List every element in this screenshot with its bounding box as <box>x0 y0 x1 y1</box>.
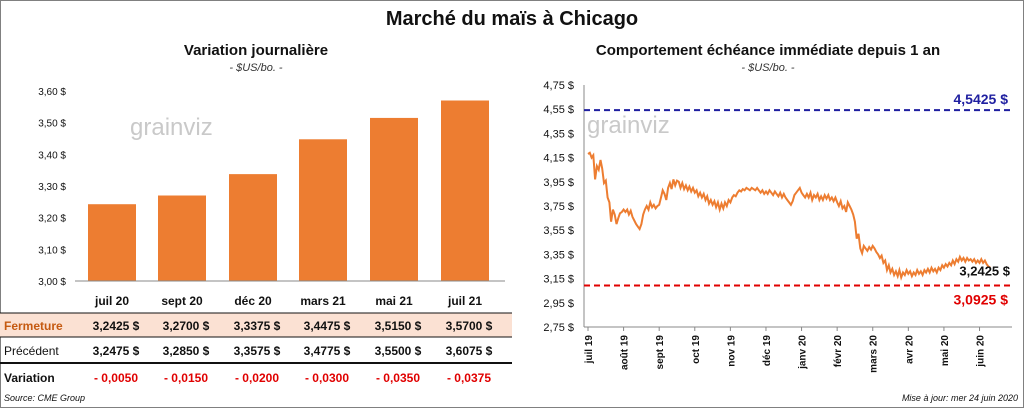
table-cell: 3,2475 $ <box>93 344 140 358</box>
bar-xtick-label: mars 21 <box>300 294 346 308</box>
bar-chart: grainviz 3,00 $ 3,10 $ 3,20 $ 3,30 $ 3,40 $ 3… <box>0 87 512 385</box>
line-ytick-label: 4,35 $ <box>543 128 574 140</box>
table-cell: - 0,0050 <box>94 371 138 385</box>
bar-xtick-label: juil 20 <box>94 294 129 308</box>
table-cell: 3,2425 $ <box>93 319 140 333</box>
line-ytick-label: 2,95 $ <box>543 298 574 310</box>
table-cell: 3,3375 $ <box>234 319 281 333</box>
bar-xtick-label: déc 20 <box>234 294 272 308</box>
line-ytick-label: 2,75 $ <box>543 322 574 334</box>
bar-xtick-label: sept 20 <box>161 294 203 308</box>
table-cell: 3,2850 $ <box>163 344 210 358</box>
table-cell: 3,2700 $ <box>163 319 210 333</box>
table-row-label: Précédent <box>4 344 59 358</box>
table-row-label: Variation <box>4 371 55 385</box>
update-note: Mise à jour: mer 24 juin 2020 <box>901 393 1018 403</box>
table-cell: 3,3575 $ <box>234 344 281 358</box>
line-xtick-label: nov 19 <box>726 335 737 367</box>
bar-ytick-label: 3,30 $ <box>38 182 66 193</box>
line-xtick-label: déc 19 <box>762 335 773 367</box>
bar-sept 20 <box>158 195 206 281</box>
main-title: Marché du maïs à Chicago <box>385 8 639 30</box>
line-ytick-label: 3,75 $ <box>543 201 574 213</box>
bar-juil 20 <box>88 204 136 281</box>
bar-xtick-label: juil 21 <box>447 294 482 308</box>
table-cell: - 0,0200 <box>235 371 279 385</box>
line-xtick-label: août 19 <box>620 335 631 370</box>
bar-ytick-label: 3,20 $ <box>38 214 66 225</box>
table-cell: 3,4475 $ <box>304 319 351 333</box>
bar-ytick-label: 3,10 $ <box>38 245 66 256</box>
bar-mai 21 <box>370 117 418 282</box>
line-xtick-label: avr 20 <box>904 335 915 364</box>
bar-mars 21 <box>299 139 347 281</box>
line-ytick-label: 3,95 $ <box>543 177 574 189</box>
table-cell: - 0,0375 <box>447 371 491 385</box>
source-note: Source: CME Group <box>4 393 86 403</box>
table-row-label: Fermeture <box>4 319 63 333</box>
table-cell: 3,5500 $ <box>375 344 422 358</box>
line-ytick-label: 3,35 $ <box>543 249 574 261</box>
line-xtick-label: févr 20 <box>833 335 844 368</box>
bar-ytick-label: 3,50 $ <box>38 119 66 130</box>
line-ytick-label: 4,75 $ <box>543 80 574 92</box>
low-label: 3,0925 $ <box>954 292 1009 308</box>
bar-ytick-label: 3,00 $ <box>38 277 66 288</box>
line-ytick-label: 4,15 $ <box>543 153 574 165</box>
bar-ytick-label: 3,40 $ <box>38 150 66 161</box>
line-xtick-label: oct 19 <box>691 335 702 364</box>
line-ytick-label: 4,55 $ <box>543 104 574 116</box>
bar-déc 20 <box>229 174 277 281</box>
bar-xtick-label: mai 21 <box>375 294 413 308</box>
line-xtick-label: sept 19 <box>655 335 666 370</box>
left-panel-subtitle: - $US/bo. - <box>229 62 283 74</box>
line-xtick-label: janv 20 <box>798 335 809 370</box>
bar-ytick-label: 3,60 $ <box>38 87 66 98</box>
right-panel-subtitle: - $US/bo. - <box>741 62 795 74</box>
table-cell: - 0,0350 <box>376 371 420 385</box>
table-cell: - 0,0300 <box>305 371 349 385</box>
right-panel-title: Comportement échéance immédiate depuis 1… <box>595 42 941 59</box>
table-cell: 3,6075 $ <box>446 344 493 358</box>
high-label: 4,5425 $ <box>954 91 1009 107</box>
line-xtick-label: juin 20 <box>976 335 987 368</box>
right-watermark: grainviz <box>587 112 670 139</box>
line-ytick-label: 3,15 $ <box>543 274 574 286</box>
table-cell: 3,5700 $ <box>446 319 493 333</box>
line-chart: grainviz 2,75 $ 2,95 $ 3,15 $ 3,35 $ 3,55 $ 3… <box>543 80 1012 373</box>
fermeture-row-bg <box>0 313 512 337</box>
left-watermark: grainviz <box>130 114 213 141</box>
line-xtick-label: mai 20 <box>940 335 951 367</box>
last-label: 3,2425 $ <box>959 263 1010 278</box>
line-ytick-label: 3,55 $ <box>543 225 574 237</box>
table-cell: - 0,0150 <box>164 371 208 385</box>
line-xtick-label: juil 19 <box>584 335 595 365</box>
left-panel-title: Variation journalière <box>183 42 329 59</box>
table-cell: 3,4775 $ <box>304 344 351 358</box>
line-xtick-label: mars 20 <box>869 335 880 373</box>
price-series-line <box>587 151 991 281</box>
bar-juil 21 <box>441 100 489 281</box>
table-cell: 3,5150 $ <box>375 319 422 333</box>
